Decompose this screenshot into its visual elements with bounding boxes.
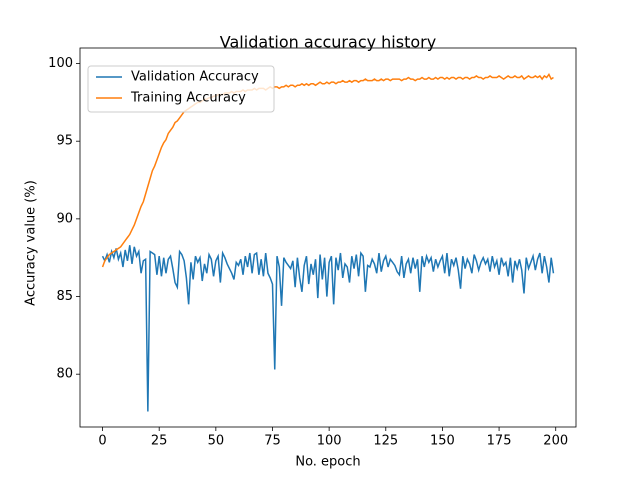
y-tick-label: 85 (56, 289, 73, 304)
legend-label: Validation Accuracy (131, 70, 259, 85)
legend-label: Training Accuracy (130, 91, 246, 106)
data-line (101, 245, 555, 412)
x-tick-label: 25 (151, 434, 168, 449)
chart-title: Validation accuracy history (220, 33, 436, 52)
x-tick-label: 200 (543, 434, 568, 449)
data-line (101, 72, 554, 268)
y-axis-label: Accuracy value (%) (24, 180, 39, 306)
x-tick-label: 0 (98, 434, 106, 449)
x-tick-label: 150 (430, 434, 455, 449)
x-tick-label: 75 (264, 434, 281, 449)
y-tick-label: 95 (56, 134, 73, 149)
x-tick-label: 50 (208, 434, 225, 449)
legend-box (87, 65, 275, 113)
x-tick-label: 100 (317, 434, 342, 449)
x-tick-label: 125 (373, 434, 398, 449)
y-tick-label: 100 (48, 56, 73, 71)
plot-frame (79, 47, 577, 428)
y-tick-label: 90 (56, 211, 73, 226)
x-axis-label: No. epoch (295, 455, 360, 470)
x-tick-label: 175 (487, 434, 512, 449)
y-tick-label: 80 (56, 367, 73, 382)
